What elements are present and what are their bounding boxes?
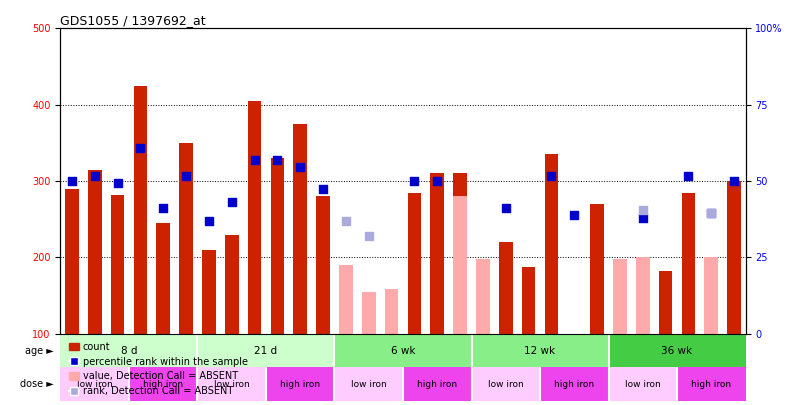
Point [637,207,650,213]
Text: 21 d: 21 d [255,345,277,356]
Point [293,164,306,171]
Point [430,178,443,184]
Bar [339,265,353,334]
Bar [225,234,239,334]
Point [682,173,695,179]
Text: 6 wk: 6 wk [391,345,415,356]
Bar [156,223,170,334]
Point [363,233,376,239]
Text: low iron: low iron [351,379,387,389]
Point [225,199,239,206]
Text: low iron: low iron [77,379,113,389]
Text: low iron: low iron [625,379,661,389]
Text: age ►: age ► [25,345,53,356]
Point [545,173,558,179]
Text: low iron: low iron [214,379,250,389]
Point [156,205,169,211]
Legend: count, percentile rank within the sample, value, Detection Call = ABSENT, rank, : count, percentile rank within the sample… [65,338,251,400]
Bar [499,242,513,334]
Bar [682,192,696,334]
Text: 8 d: 8 d [121,345,137,356]
Bar [362,292,376,334]
Text: high iron: high iron [692,379,731,389]
Text: 36 wk: 36 wk [662,345,692,356]
Point [271,156,284,163]
Text: high iron: high iron [418,379,457,389]
Bar [88,170,102,334]
Point [499,205,513,211]
Point [728,178,741,184]
Bar [430,173,444,334]
Bar [110,195,124,334]
Point [111,179,124,186]
Bar [316,196,330,334]
Point [704,210,717,216]
Bar [476,259,490,334]
Bar [636,258,650,334]
Bar [521,266,535,334]
Bar [659,271,672,334]
Text: high iron: high iron [280,379,320,389]
Point [637,215,650,221]
Bar [134,85,147,334]
Bar [271,158,285,334]
Point [704,210,717,216]
Point [134,145,147,151]
Point [65,178,78,184]
Bar [65,189,79,334]
Text: low iron: low iron [488,379,524,389]
Point [248,156,261,163]
Text: dose ►: dose ► [20,379,53,389]
Bar [453,173,467,334]
Point [339,217,352,224]
Bar [545,154,559,334]
Bar [247,101,261,334]
Text: GDS1055 / 1397692_at: GDS1055 / 1397692_at [60,14,206,27]
Bar [293,124,307,334]
Point [317,185,330,192]
Bar [590,204,604,334]
Point [202,217,215,224]
Point [180,173,193,179]
Bar [202,250,216,334]
Bar [453,196,467,334]
Point [567,212,580,219]
Point [408,178,421,184]
Point [88,173,101,179]
Text: high iron: high iron [555,379,594,389]
Bar [704,258,718,334]
Text: high iron: high iron [143,379,183,389]
Bar [613,259,627,334]
Text: 12 wk: 12 wk [525,345,555,356]
Bar [384,290,398,334]
Bar [727,181,741,334]
Bar [408,192,422,334]
Bar [179,143,193,334]
